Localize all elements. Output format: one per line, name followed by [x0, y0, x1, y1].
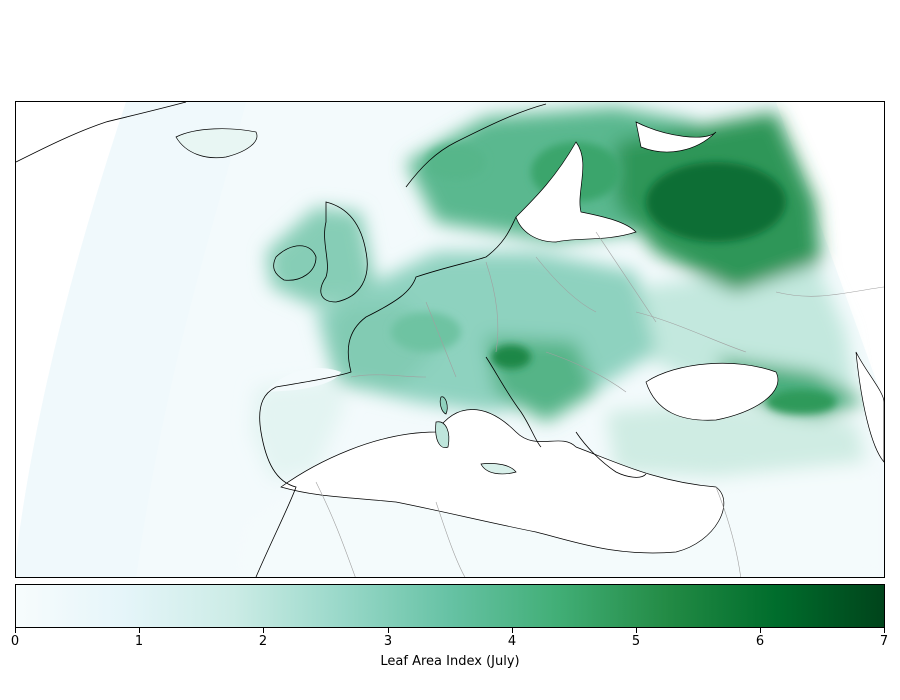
- norway-coast: [405, 103, 547, 188]
- corsica: [439, 396, 448, 415]
- white-sea: [635, 121, 717, 153]
- tick-mark: [15, 628, 16, 633]
- border-5: [595, 231, 657, 323]
- tick-label: 5: [631, 634, 641, 649]
- coastlines: [16, 102, 647, 577]
- turkey-lai: [606, 402, 866, 477]
- ocean-gradient: [16, 102, 246, 577]
- border-11: [775, 286, 884, 297]
- tick-mark: [263, 628, 264, 633]
- caucasus-core: [766, 390, 836, 414]
- seas: [266, 121, 884, 554]
- tick-mark: [760, 628, 761, 633]
- border-2: [425, 301, 457, 378]
- tick-mark: [388, 628, 389, 633]
- border-4: [535, 256, 597, 313]
- tick-mark: [884, 628, 885, 633]
- black-sea: [645, 362, 779, 421]
- caspian-sea: [855, 351, 884, 463]
- italy-coast: [485, 356, 542, 448]
- tick-label: 7: [879, 634, 889, 649]
- tick-label: 4: [507, 634, 517, 649]
- islands: [175, 128, 517, 475]
- tick-mark: [636, 628, 637, 633]
- mediterranean-sea: [280, 409, 725, 554]
- tick-mark: [139, 628, 140, 633]
- tick-mark: [512, 628, 513, 633]
- tick-label: 2: [258, 634, 268, 649]
- bay-of-biscay: [266, 368, 341, 392]
- iceland: [175, 128, 258, 159]
- british-isles-lai: [266, 207, 376, 307]
- atlantic-coast: [255, 216, 517, 577]
- tick-label: 6: [755, 634, 765, 649]
- greece-coast: [575, 431, 647, 478]
- lai-map: [16, 102, 884, 577]
- russia-core: [646, 162, 786, 242]
- sardinia: [435, 421, 450, 448]
- tick-label: 0: [10, 634, 20, 649]
- colorbar: [15, 584, 885, 628]
- border-3: [485, 261, 499, 353]
- border-1: [350, 374, 427, 378]
- baltic-sea: [515, 141, 637, 243]
- greenland-edge: [16, 102, 187, 163]
- tick-label: 3: [383, 634, 393, 649]
- border-8: [315, 481, 356, 577]
- border-9: [435, 501, 466, 577]
- map-panel: [15, 101, 885, 578]
- colorbar-label: Leaf Area Index (July): [380, 654, 520, 669]
- border-6: [635, 311, 747, 353]
- uk-coast: [320, 201, 368, 303]
- germany-core: [391, 312, 461, 352]
- ireland-coast: [273, 245, 317, 281]
- iberia-lai: [251, 380, 346, 480]
- tick-label: 1: [134, 634, 144, 649]
- border-7: [545, 351, 627, 393]
- balkan-core: [491, 345, 531, 369]
- norway-core: [426, 144, 486, 180]
- sicily: [480, 463, 517, 475]
- border-10: [715, 486, 742, 577]
- country-borders: [315, 231, 884, 577]
